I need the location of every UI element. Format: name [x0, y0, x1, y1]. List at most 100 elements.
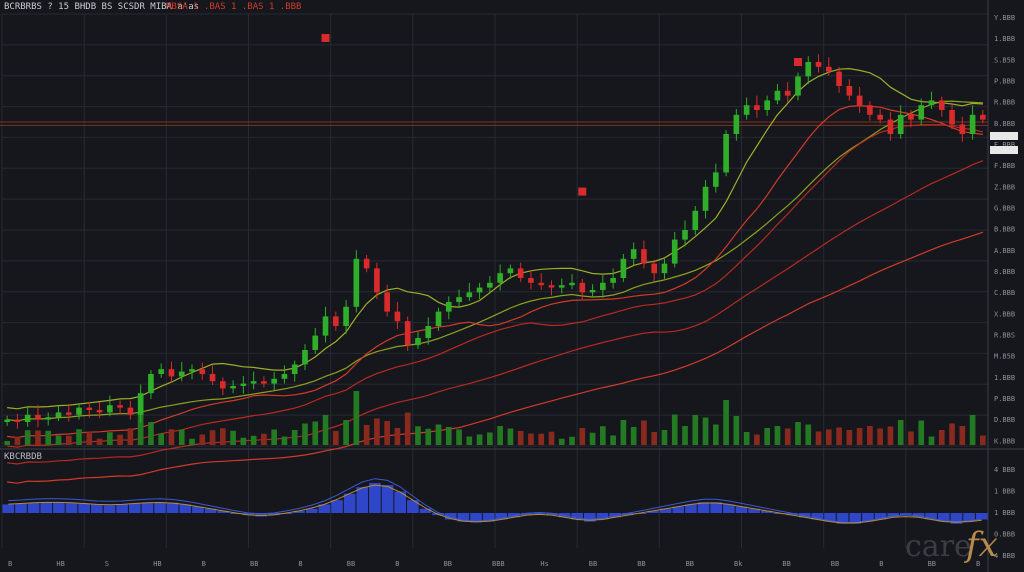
candle-down[interactable] [35, 414, 41, 420]
candle-up[interactable] [137, 393, 144, 415]
candle-down[interactable] [219, 381, 226, 389]
candle-down[interactable] [949, 110, 955, 125]
candle-up[interactable] [723, 134, 729, 173]
candle-down[interactable] [548, 285, 555, 288]
candle-up[interactable] [969, 114, 976, 134]
candle-up[interactable] [466, 292, 473, 298]
candle-down[interactable] [815, 62, 822, 67]
candle-up[interactable] [569, 282, 575, 286]
candle-down[interactable] [127, 407, 134, 415]
candle-up[interactable] [928, 100, 935, 106]
candle-up[interactable] [795, 76, 801, 96]
candle-down[interactable] [856, 95, 863, 106]
candle-up[interactable] [805, 62, 812, 77]
candle-down[interactable] [363, 258, 370, 269]
candle-down[interactable] [117, 405, 123, 408]
candle-up[interactable] [487, 282, 493, 288]
candle-up[interactable] [671, 239, 678, 264]
candle-up[interactable] [158, 369, 165, 374]
candle-up[interactable] [55, 412, 62, 418]
candle-up[interactable] [148, 374, 154, 394]
candle-down[interactable] [261, 381, 267, 384]
candle-up[interactable] [4, 419, 10, 422]
candle-up[interactable] [445, 302, 452, 312]
candle-up[interactable] [291, 364, 298, 374]
candle-up[interactable] [322, 316, 329, 336]
candle-up[interactable] [507, 268, 514, 274]
signal-marker[interactable] [321, 34, 330, 42]
candle-up[interactable] [918, 105, 925, 120]
candle-down[interactable] [394, 311, 401, 322]
candle-down[interactable] [199, 369, 206, 374]
candle-down[interactable] [980, 114, 986, 120]
candle-down[interactable] [651, 263, 658, 274]
candle-down[interactable] [579, 282, 586, 293]
candle-down[interactable] [404, 321, 411, 346]
candle-up[interactable] [76, 407, 82, 415]
candle-up[interactable] [24, 414, 31, 422]
candle-down[interactable] [784, 90, 791, 96]
candle-up[interactable] [712, 172, 719, 187]
candle-up[interactable] [702, 186, 709, 211]
candle-down[interactable] [86, 407, 93, 410]
candle-up[interactable] [312, 335, 319, 350]
candle-up[interactable] [600, 282, 606, 290]
candle-down[interactable] [877, 114, 883, 120]
candle-down[interactable] [908, 114, 914, 120]
candle-up[interactable] [435, 311, 442, 326]
candle-down[interactable] [209, 374, 216, 382]
candle-up[interactable] [353, 258, 360, 307]
candle-down[interactable] [528, 278, 534, 283]
candle-down[interactable] [14, 419, 21, 422]
candle-up[interactable] [682, 230, 688, 240]
candle-up[interactable] [774, 90, 781, 101]
candle-up[interactable] [281, 374, 288, 379]
candle-up[interactable] [250, 381, 257, 384]
candle-up[interactable] [897, 114, 904, 134]
candle-up[interactable] [415, 338, 421, 346]
candle-up[interactable] [497, 273, 503, 283]
candle-up[interactable] [107, 405, 113, 413]
candle-down[interactable] [384, 292, 390, 312]
candle-down[interactable] [825, 66, 832, 72]
candle-down[interactable] [168, 369, 175, 377]
candle-up[interactable] [733, 114, 740, 134]
candle-down[interactable] [846, 86, 853, 96]
signal-marker[interactable] [793, 58, 802, 66]
candle-up[interactable] [610, 278, 616, 283]
candle-up[interactable] [743, 105, 750, 115]
candle-up[interactable] [476, 287, 483, 293]
candle-down[interactable] [887, 119, 894, 134]
candle-up[interactable] [456, 297, 462, 302]
candle-down[interactable] [938, 100, 945, 110]
candle-up[interactable] [189, 369, 195, 372]
candle-up[interactable] [589, 290, 596, 293]
candle-down[interactable] [65, 412, 72, 415]
candle-up[interactable] [620, 258, 627, 278]
candle-up[interactable] [764, 100, 771, 110]
candle-up[interactable] [178, 371, 185, 377]
candle-down[interactable] [517, 268, 524, 278]
candle-down[interactable] [96, 410, 103, 413]
candle-up[interactable] [661, 263, 668, 274]
candle-up[interactable] [302, 350, 308, 365]
candle-up[interactable] [230, 386, 236, 389]
candle-down[interactable] [374, 268, 380, 293]
candle-down[interactable] [641, 249, 647, 264]
candle-down[interactable] [836, 71, 842, 86]
signal-marker[interactable] [578, 187, 587, 196]
candle-up[interactable] [558, 285, 565, 288]
candle-up[interactable] [425, 326, 432, 338]
candle-down[interactable] [959, 124, 966, 134]
candle-up[interactable] [692, 210, 699, 230]
candle-down[interactable] [754, 105, 760, 110]
candle-up[interactable] [343, 306, 349, 326]
candle-down[interactable] [538, 282, 545, 286]
candle-down[interactable] [867, 105, 873, 115]
candle-up[interactable] [240, 383, 247, 386]
candle-up[interactable] [45, 417, 52, 420]
candle-down[interactable] [332, 316, 339, 326]
candle-up[interactable] [630, 249, 637, 259]
